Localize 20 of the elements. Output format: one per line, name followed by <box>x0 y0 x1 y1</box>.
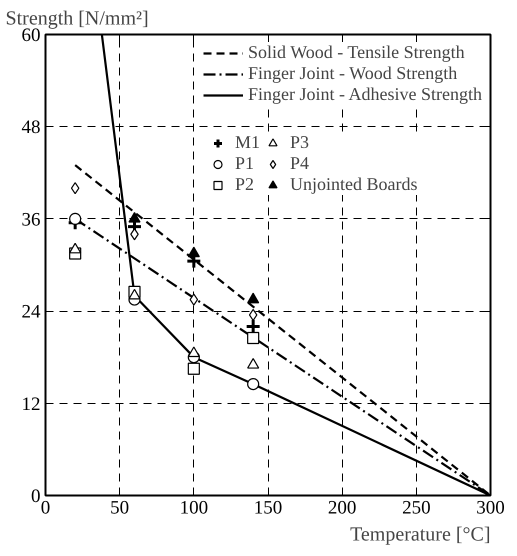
x-tick-label: 300 <box>476 498 505 518</box>
legend-label: P1 <box>235 153 255 174</box>
x-tick-label: 250 <box>402 498 431 518</box>
legend-label: P3 <box>290 132 310 153</box>
legend-label: P2 <box>235 174 255 195</box>
legend-label: Finger Joint - Wood Strength <box>248 63 458 84</box>
legend-label: P4 <box>290 153 310 174</box>
legend-label: M1 <box>235 132 260 153</box>
x-tick-label: 200 <box>328 498 356 518</box>
x-tick-label: 150 <box>254 498 282 518</box>
y-tick-label: 48 <box>22 117 40 138</box>
y-tick-label: 36 <box>22 209 40 230</box>
y-tick-label: 24 <box>22 302 41 323</box>
y-tick-label: 12 <box>22 394 40 415</box>
x-tick-label: 100 <box>180 498 208 518</box>
legend-label: Unjointed Boards <box>290 174 418 195</box>
x-tick-label: 50 <box>110 498 130 518</box>
legend-label: Finger Joint - Adhesive Strength <box>248 84 482 105</box>
x-axis-title: Temperature [°C] <box>350 524 490 546</box>
legend-label: Solid Wood - Tensile Strength <box>248 42 465 63</box>
